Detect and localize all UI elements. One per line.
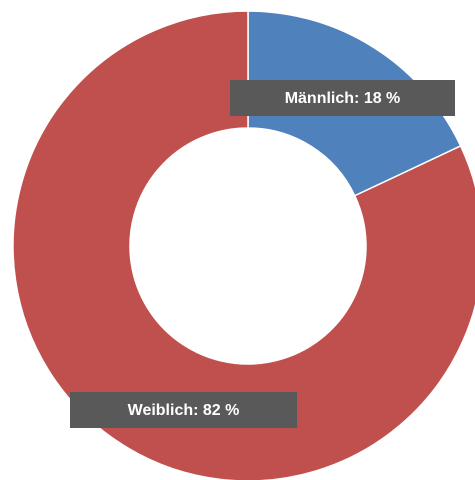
label-box (230, 80, 455, 116)
data-label: Männlich: 18 % (285, 90, 401, 107)
data-label: Weiblich: 82 % (128, 402, 240, 419)
slice (12, 10, 475, 480)
label-box (70, 392, 297, 428)
labels: Männlich: 18 % Weiblich: 82 % (70, 80, 455, 428)
